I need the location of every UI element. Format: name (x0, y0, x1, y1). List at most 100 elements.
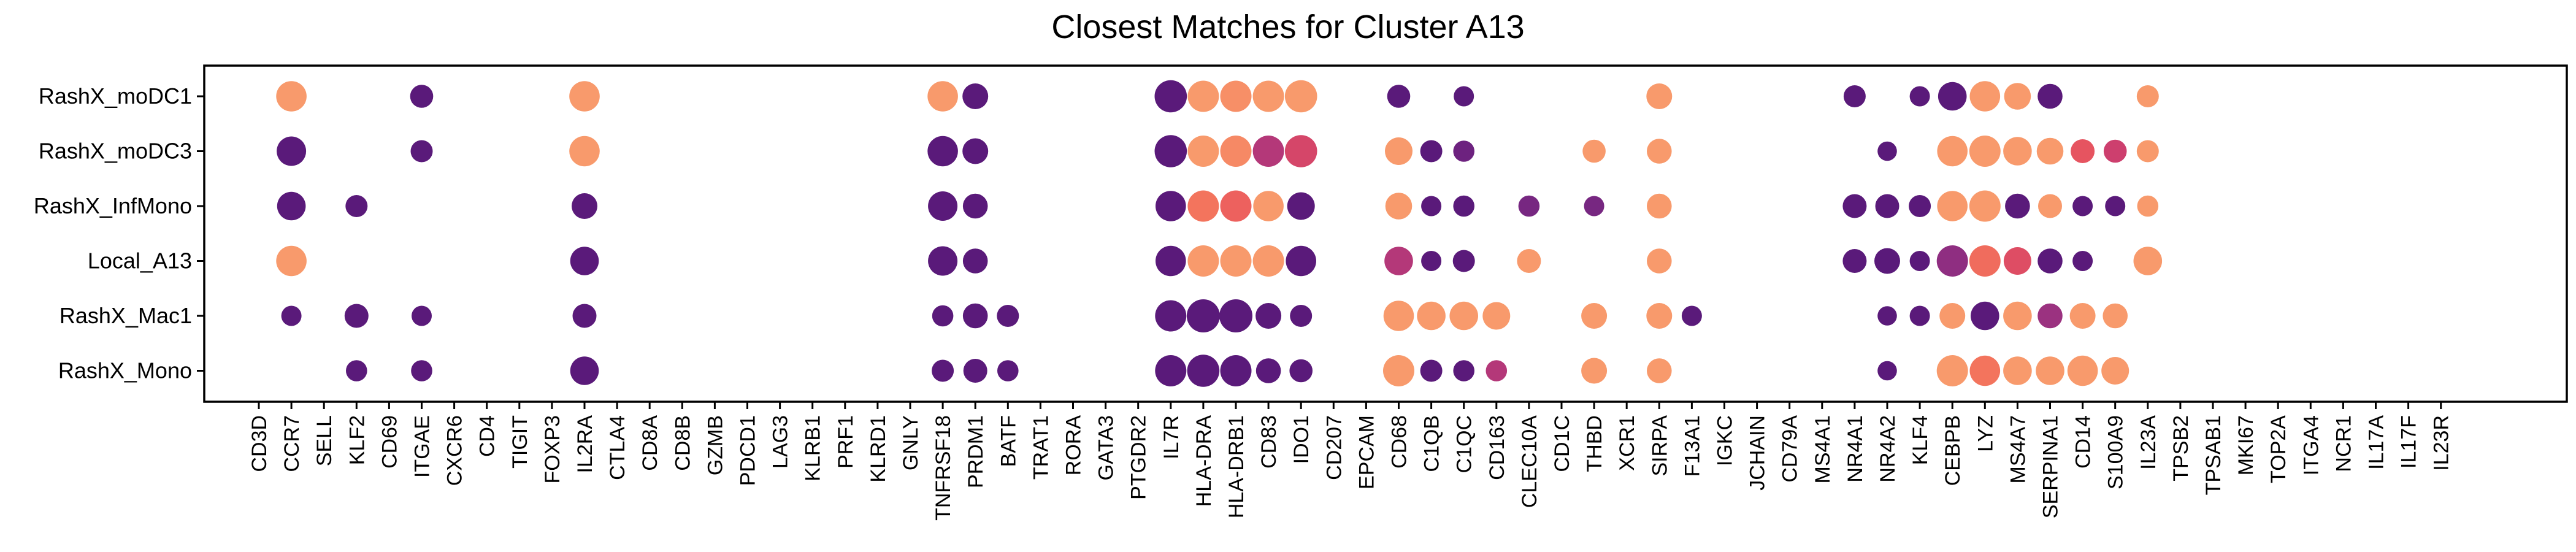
dot (1936, 355, 1968, 386)
dot (2038, 194, 2062, 218)
x-tick-label: SELL (313, 415, 336, 466)
dot (2136, 85, 2159, 107)
dot (1939, 303, 1966, 329)
dot (2105, 196, 2126, 217)
dot (963, 359, 987, 383)
dot (1842, 194, 1867, 218)
x-tick-label: EPCAM (1355, 415, 1378, 489)
dot (962, 248, 988, 274)
dot (1384, 247, 1413, 275)
x-tick-label: CLEC10A (1518, 415, 1541, 508)
plot-frame (203, 64, 2568, 403)
dot (1385, 137, 1413, 165)
dot (1219, 299, 1252, 332)
dot (1936, 245, 1968, 277)
x-tick-label: LAG3 (769, 415, 792, 469)
x-tick-label: CD1C (1551, 415, 1574, 472)
x-tick-label: IL23A (2137, 415, 2160, 470)
x-tick-label: SERPINA1 (2039, 415, 2063, 518)
dot (1681, 305, 1702, 326)
dot (572, 193, 597, 219)
y-tick-label: RashX_Mono (58, 358, 192, 383)
dot (2101, 357, 2129, 385)
x-tick-label: KLF4 (1909, 415, 1932, 465)
dot (1187, 355, 1220, 387)
x-tick-label: HLA-DRB1 (1225, 415, 1248, 518)
dot (932, 305, 954, 327)
x-tick-label: CD69 (378, 415, 401, 469)
dot (1909, 195, 1931, 217)
dot (412, 305, 432, 326)
dot (1582, 139, 1606, 163)
dot (1255, 358, 1281, 383)
x-tick-label: PTGDR2 (1127, 415, 1151, 500)
x-tick-label: TRAT1 (1029, 415, 1052, 480)
dot (1220, 80, 1252, 112)
dot (2003, 356, 2032, 385)
x-tick-label: TIGIT (508, 415, 532, 469)
dot (1877, 141, 1897, 161)
dot (2036, 356, 2064, 385)
dot (1385, 193, 1413, 220)
dot (2136, 140, 2159, 163)
dot (1290, 305, 1313, 327)
dot (1452, 250, 1475, 272)
x-tick-label: IL17A (2365, 415, 2388, 470)
dot (1842, 249, 1867, 273)
dot (1482, 302, 1511, 330)
x-tick-label: CD8B (671, 415, 694, 471)
x-tick-label: FOXP3 (541, 415, 564, 483)
dot (1253, 191, 1284, 221)
y-tick-label: RashX_Mac1 (59, 303, 192, 328)
dot (344, 304, 369, 328)
dot (2003, 137, 2032, 166)
dot (281, 305, 302, 326)
dot (277, 136, 307, 166)
dot (2037, 303, 2063, 329)
dot (928, 246, 958, 276)
dot (1969, 81, 2001, 112)
dot (1383, 355, 1414, 386)
x-tick-label: C1QB (1420, 415, 1444, 472)
x-tick-label: ITGA4 (2299, 415, 2323, 475)
dot (1971, 301, 1999, 331)
x-tick-label: MS4A1 (1811, 415, 1834, 484)
dot (1155, 355, 1187, 386)
x-tick-label: ITGAE (411, 415, 434, 478)
x-tick-label: CD163 (1485, 415, 1509, 480)
dot (962, 83, 989, 109)
dot (410, 140, 433, 163)
dot (1877, 306, 1897, 326)
x-tick-label: F13A1 (1681, 415, 1704, 477)
x-tick-label: TPSAB1 (2202, 415, 2225, 495)
dot (346, 360, 367, 381)
x-tick-label: JCHAIN (1746, 415, 1769, 491)
dot (570, 356, 599, 385)
x-tick-label: SIRPA (1648, 415, 1671, 477)
x-tick-label: GZMB (703, 415, 727, 475)
dot (1252, 136, 1284, 167)
dot (1969, 245, 2001, 277)
dot (1286, 245, 1316, 277)
x-tick-label: MKI67 (2234, 415, 2258, 475)
dot (1284, 80, 1317, 113)
x-tick-label: RORA (1062, 415, 1086, 476)
x-tick-label: CD79A (1779, 415, 1802, 483)
dot (1287, 192, 1315, 220)
dot (962, 138, 989, 164)
dot (1383, 301, 1414, 331)
x-tick-label: CD14 (2072, 415, 2095, 469)
dot (1284, 135, 1317, 167)
x-tick-label: NCR1 (2332, 415, 2355, 472)
x-tick-label: XCR1 (1616, 415, 1639, 471)
dot (2005, 193, 2030, 219)
dot (1843, 85, 1866, 107)
dot (2072, 196, 2093, 217)
x-tick-label: THBD (1583, 415, 1606, 472)
dot (932, 359, 954, 382)
dot (1156, 191, 1186, 221)
dot (410, 85, 434, 108)
dot (1453, 140, 1474, 162)
dot (1421, 196, 1442, 217)
dot (1289, 359, 1313, 383)
